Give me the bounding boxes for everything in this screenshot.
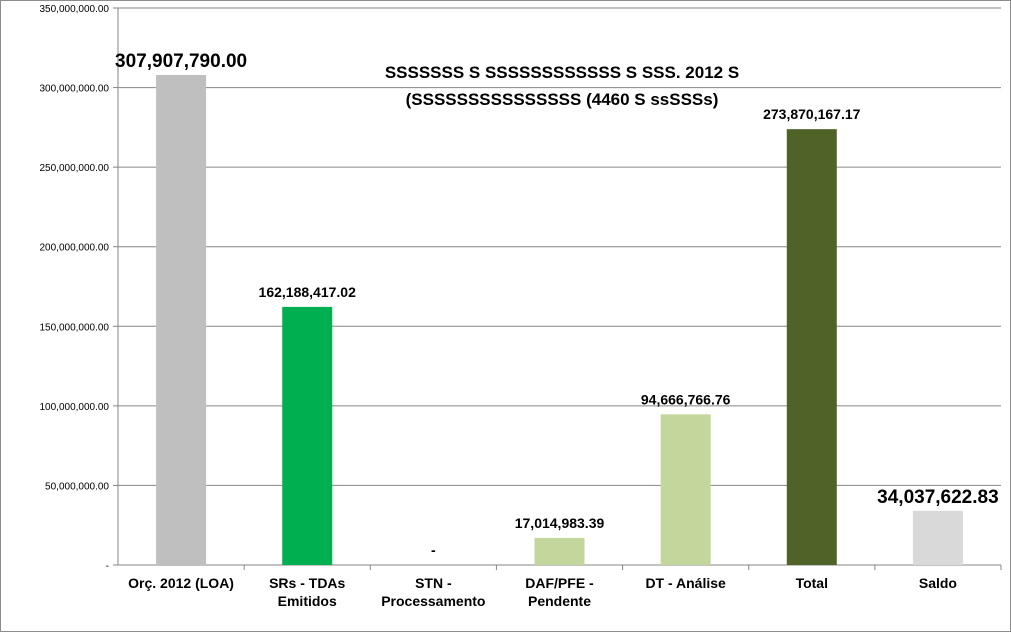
x-tick-label: Processamento [381,593,485,609]
data-label: - [431,542,436,558]
x-tick-label: DT - Análise [645,575,726,591]
data-label: 94,666,766.76 [641,391,731,407]
y-tick-label: 350,000,000.00 [39,4,109,15]
data-label: 34,037,622.83 [877,487,999,508]
x-tick-label: Total [796,575,828,591]
bar [786,129,837,565]
y-tick-label: 50,000,000.00 [45,481,109,492]
data-label: 307,907,790.00 [115,51,247,72]
bar [156,74,207,565]
x-tick-label: STN - [415,575,452,591]
data-label: 162,188,417.02 [259,284,357,300]
y-tick-label: 150,000,000.00 [39,322,109,333]
chart-title: (SSSSSSSSSSSSSSS (4460 S ssSSSs) [406,90,719,109]
bar [660,414,711,565]
x-tick-label: DAF/PFE - [525,575,594,591]
bar [534,537,585,565]
x-tick-label: Orç. 2012 (LOA) [128,575,234,591]
chart-title: SSSSSSS S SSSSSSSSSSSS S SSS. 2012 S [385,63,739,82]
x-tick-label: Pendente [528,593,591,609]
bar [282,306,333,565]
data-label: 273,870,167.17 [763,106,861,122]
y-tick-label: - [106,561,109,572]
y-tick-label: 100,000,000.00 [39,402,109,413]
y-tick-label: 250,000,000.00 [39,163,109,174]
data-label: 17,014,983.39 [515,515,605,531]
x-tick-label: Emitidos [278,593,337,609]
x-tick-label: SRs - TDAs [269,575,345,591]
bar [912,510,963,565]
x-tick-label: Saldo [919,575,957,591]
y-tick-label: 300,000,000.00 [39,84,109,95]
y-tick-label: 200,000,000.00 [39,243,109,254]
